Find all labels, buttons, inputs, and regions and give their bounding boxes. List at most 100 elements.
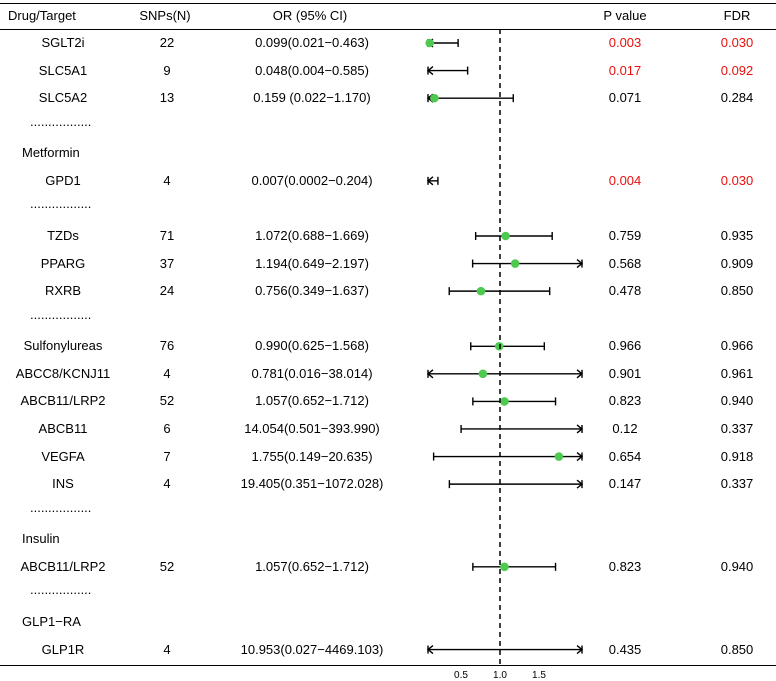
target-name: SGLT2i bbox=[41, 35, 85, 50]
group-separator: ................. bbox=[30, 499, 92, 515]
snp-count: 71 bbox=[159, 227, 175, 243]
target-name: GPD1 bbox=[45, 172, 81, 188]
snp-count: 4 bbox=[163, 476, 171, 492]
fdr-value: 0.940 bbox=[720, 558, 754, 574]
p-value: 0.12 bbox=[612, 420, 638, 436]
header-rule bbox=[0, 29, 776, 30]
snp-count: 9 bbox=[163, 62, 171, 78]
p-value: 0.478 bbox=[608, 283, 642, 299]
odds-ratio-ci: 1.194(0.649−2.197) bbox=[255, 255, 369, 271]
group-label: Metformin bbox=[22, 145, 80, 161]
fdr-value: 0.284 bbox=[720, 90, 754, 106]
p-value: 0.823 bbox=[608, 393, 642, 409]
snp-count: 22 bbox=[159, 35, 175, 50]
odds-ratio-ci: 10.953(0.027−4469.103) bbox=[240, 641, 384, 657]
point-estimate bbox=[430, 93, 439, 103]
header-p-value: P value bbox=[603, 8, 647, 23]
point-estimate bbox=[500, 562, 509, 572]
fdr-value: 0.850 bbox=[720, 283, 754, 299]
fdr-value: 0.030 bbox=[720, 35, 754, 50]
p-value: 0.017 bbox=[608, 62, 642, 78]
fdr-value: 0.961 bbox=[720, 365, 754, 381]
fdr-value: 0.092 bbox=[720, 62, 754, 78]
p-value: 0.004 bbox=[608, 172, 642, 188]
p-value: 0.901 bbox=[608, 365, 642, 381]
target-name: SLC5A2 bbox=[38, 90, 88, 106]
p-value: 0.966 bbox=[608, 338, 642, 354]
group-separator: ................. bbox=[30, 196, 92, 212]
odds-ratio-ci: 1.072(0.688−1.669) bbox=[255, 227, 369, 243]
point-estimate bbox=[476, 286, 486, 296]
header-or: OR (95% CI) bbox=[272, 8, 348, 23]
target-name: GLP1R bbox=[41, 641, 85, 657]
point-estimate bbox=[510, 259, 520, 268]
odds-ratio-ci: 0.990(0.625−1.568) bbox=[255, 338, 369, 354]
odds-ratio-ci: 0.781(0.016−38.014) bbox=[251, 365, 373, 381]
odds-ratio-ci: 1.057(0.652−1.712) bbox=[255, 393, 369, 409]
odds-ratio-ci: 0.099(0.021−0.463) bbox=[255, 35, 369, 50]
point-estimate bbox=[554, 452, 564, 461]
x-tick-label: 0.5 bbox=[454, 670, 468, 681]
header-snps: SNPs(N) bbox=[139, 8, 191, 23]
snp-count: 4 bbox=[163, 172, 171, 188]
fdr-value: 0.030 bbox=[720, 172, 754, 188]
target-name: Sulfonylureas bbox=[23, 338, 103, 354]
fdr-value: 0.909 bbox=[720, 255, 754, 271]
snp-count: 4 bbox=[163, 365, 171, 381]
fdr-value: 0.940 bbox=[720, 393, 754, 409]
target-name: INS bbox=[52, 476, 74, 492]
header-target: Drug/Target bbox=[8, 8, 76, 23]
header-fdr: FDR bbox=[723, 8, 751, 23]
group-label: GLP1−RA bbox=[22, 613, 81, 629]
p-value: 0.654 bbox=[608, 448, 642, 464]
snp-count: 76 bbox=[159, 338, 175, 354]
snp-count: 37 bbox=[159, 255, 175, 271]
fdr-value: 0.935 bbox=[720, 227, 754, 243]
p-value: 0.147 bbox=[608, 476, 642, 492]
x-tick-label: 1.5 bbox=[532, 670, 546, 681]
p-value: 0.435 bbox=[608, 641, 642, 657]
fdr-value: 0.337 bbox=[720, 476, 754, 492]
odds-ratio-ci: 14.054(0.501−393.990) bbox=[244, 420, 380, 436]
odds-ratio-ci: 0.048(0.004−0.585) bbox=[255, 62, 369, 78]
p-value: 0.759 bbox=[608, 227, 642, 243]
odds-ratio-ci: 19.405(0.351−1072.028) bbox=[240, 476, 384, 492]
odds-ratio-ci: 1.755(0.149−20.635) bbox=[251, 448, 373, 464]
target-name: SLC5A1 bbox=[38, 62, 88, 78]
group-separator: ................. bbox=[30, 306, 92, 322]
snp-count: 4 bbox=[163, 641, 171, 657]
snp-count: 52 bbox=[159, 558, 175, 574]
point-estimate bbox=[501, 231, 510, 241]
top-rule bbox=[0, 3, 776, 4]
point-estimate bbox=[478, 369, 488, 379]
snp-count: 52 bbox=[159, 393, 175, 409]
p-value: 0.568 bbox=[608, 255, 642, 271]
point-estimate bbox=[425, 38, 435, 48]
odds-ratio-ci: 0.159 (0.022−1.170) bbox=[253, 90, 371, 106]
odds-ratio-ci: 0.007(0.0002−0.204) bbox=[251, 172, 373, 188]
p-value: 0.823 bbox=[608, 558, 642, 574]
snp-count: 24 bbox=[159, 283, 175, 299]
target-name: RXRB bbox=[44, 283, 82, 299]
fdr-value: 0.337 bbox=[720, 420, 754, 436]
p-value: 0.071 bbox=[608, 90, 642, 106]
target-name: ABCB11 bbox=[38, 420, 88, 436]
group-label: Insulin bbox=[22, 531, 60, 547]
point-estimate bbox=[494, 341, 504, 351]
odds-ratio-ci: 1.057(0.652−1.712) bbox=[255, 558, 369, 574]
x-tick-label: 1.0 bbox=[493, 670, 507, 681]
group-separator: ................. bbox=[30, 582, 92, 598]
point-estimate bbox=[500, 397, 509, 406]
target-name: ABCB11/LRP2 bbox=[20, 558, 106, 574]
fdr-value: 0.918 bbox=[720, 448, 754, 464]
snp-count: 7 bbox=[163, 448, 171, 464]
p-value: 0.003 bbox=[608, 35, 642, 50]
target-name: ABCC8/KCNJ11 bbox=[15, 365, 111, 381]
snp-count: 6 bbox=[163, 420, 171, 436]
target-name: TZDs bbox=[47, 227, 79, 243]
fdr-value: 0.850 bbox=[720, 641, 754, 657]
bottom-rule bbox=[0, 665, 776, 666]
group-separator: ................. bbox=[30, 113, 92, 129]
